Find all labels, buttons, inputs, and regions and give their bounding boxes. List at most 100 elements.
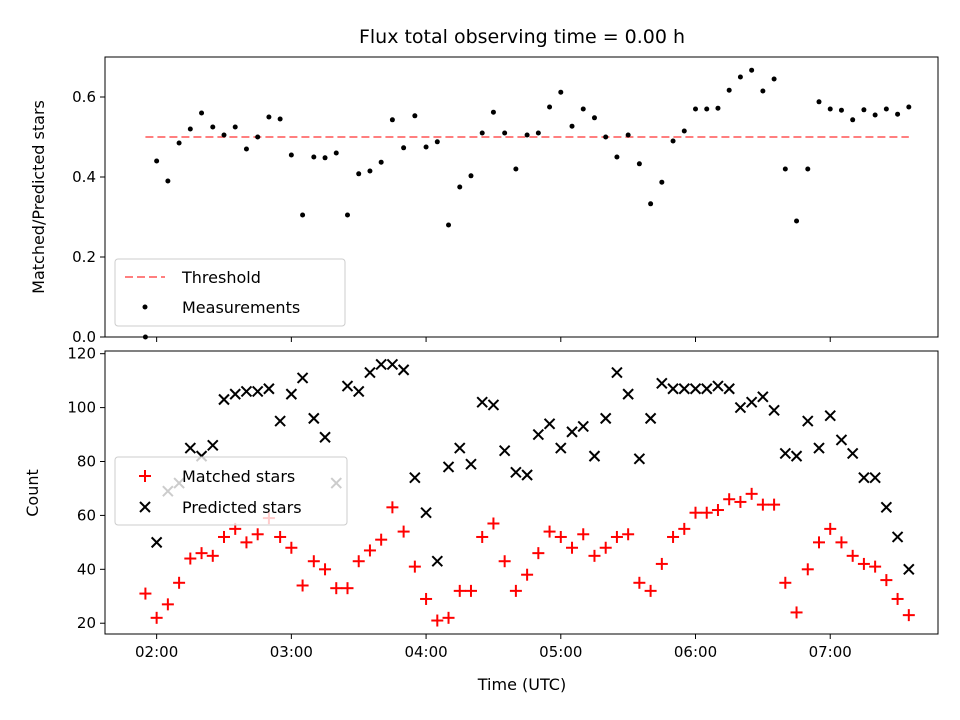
predicted-star-point — [712, 380, 724, 392]
predicted-star-point — [869, 471, 881, 484]
matched-star-point — [880, 574, 893, 587]
top-ticks: 0.0 0.2 0.4 0.6 — [72, 88, 831, 346]
predicted-star-point — [880, 501, 893, 514]
predicted-star-point — [577, 420, 589, 433]
measurement-point — [535, 130, 541, 136]
chart-title: Flux total observing time = 0.00 h — [359, 26, 685, 48]
matched-star-point — [397, 525, 410, 538]
matched-star-point — [161, 598, 174, 611]
measurement-point — [850, 117, 856, 123]
measurement-point — [591, 115, 597, 121]
predicted-star-point — [274, 415, 286, 427]
bottom-legend: Matched stars Predicted stars — [114, 456, 348, 526]
bottom-y-tick-label: 40 — [77, 560, 96, 578]
measurement-point — [816, 99, 822, 105]
matched-star-point — [521, 568, 534, 581]
legend-matched-label: Matched stars — [182, 467, 295, 486]
matched-star-point — [655, 557, 668, 570]
measurement-point — [468, 173, 474, 179]
predicted-star-point — [701, 383, 713, 395]
predicted-star-point — [498, 445, 511, 457]
predicted-star-point — [656, 377, 668, 390]
measurement-point — [771, 76, 777, 82]
measurement-point — [737, 74, 743, 80]
matched-star-point — [734, 495, 747, 508]
matched-star-point — [633, 576, 646, 589]
predicted-star-point — [903, 563, 915, 576]
matched-star-point — [846, 549, 859, 562]
measurement-point — [681, 128, 687, 134]
x-tick-label: 07:00 — [809, 643, 852, 661]
measurement-point — [513, 166, 519, 172]
top-legend: Threshold Measurements — [114, 258, 346, 327]
measurement-point — [715, 105, 721, 111]
matched-star-point — [779, 576, 792, 589]
predicted-star-point — [622, 388, 634, 400]
matched-star-point — [296, 579, 309, 592]
measurement-point — [726, 87, 732, 93]
measurement-point — [255, 134, 261, 140]
top-y-tick-label: 0.4 — [72, 168, 96, 186]
bottom-legend-box — [114, 456, 348, 526]
measurement-point — [277, 116, 283, 122]
predicted-star-point — [397, 364, 410, 376]
x-axis-label: Time (UTC) — [477, 675, 566, 694]
predicted-star-point — [263, 383, 275, 395]
predicted-star-point — [779, 447, 792, 460]
measurement-point — [344, 212, 350, 218]
measurement-point — [603, 134, 609, 140]
matched-star-point — [476, 530, 489, 543]
measurement-point — [288, 152, 294, 158]
measurement-point — [322, 155, 328, 161]
measurement-point — [636, 161, 642, 167]
measurement-point — [389, 117, 395, 123]
x-tick-label: 03:00 — [270, 643, 313, 661]
matched-star-point — [869, 560, 882, 573]
predicted-star-point — [835, 434, 848, 446]
predicted-star-point — [465, 458, 477, 470]
predicted-star-point — [813, 442, 825, 454]
predicted-star-point — [386, 358, 399, 371]
matched-star-point — [218, 530, 230, 543]
legend-predicted-label: Predicted stars — [182, 498, 302, 517]
legend-matched-swatch — [139, 470, 151, 482]
top-y-tick-label: 0.2 — [72, 248, 96, 266]
predicted-star-point — [420, 507, 432, 519]
measurement-point — [906, 104, 912, 110]
matched-star-point — [566, 541, 579, 554]
matched-star-point — [857, 557, 870, 570]
measurement-point — [502, 130, 508, 136]
matched-star-point — [599, 541, 612, 554]
matched-star-point — [184, 552, 197, 565]
matched-star-point — [577, 528, 590, 541]
measurement-point — [490, 109, 496, 115]
matched-star-point — [285, 541, 298, 554]
measurement-point — [704, 106, 710, 112]
measurement-point — [614, 154, 620, 160]
measurement-point — [670, 138, 676, 144]
predicted-star-point — [846, 447, 859, 460]
legend-threshold-label: Threshold — [181, 268, 261, 287]
predicted-star-point — [790, 450, 803, 462]
measurement-point — [872, 112, 878, 118]
matched-star-point — [610, 530, 623, 543]
predicted-star-point — [555, 442, 567, 454]
matched-star-point — [173, 576, 186, 589]
matched-star-point — [723, 493, 736, 506]
predicted-star-point — [409, 471, 421, 484]
matched-star-point — [363, 544, 376, 557]
matched-star-point — [274, 530, 287, 543]
top-plot-frame — [104, 56, 939, 338]
measurement-point — [648, 201, 654, 207]
measurement-point — [558, 89, 564, 95]
matched-star-point — [588, 549, 601, 562]
measurement-point — [659, 179, 665, 185]
measurement-point — [883, 106, 889, 112]
predicted-star-point — [319, 431, 331, 443]
predicted-star-point — [667, 383, 679, 395]
matched-star-point — [498, 555, 511, 568]
matched-star-point — [554, 530, 567, 543]
matched-star-point — [700, 506, 713, 519]
matched-star-point — [251, 528, 264, 541]
measurement-point — [693, 106, 699, 112]
